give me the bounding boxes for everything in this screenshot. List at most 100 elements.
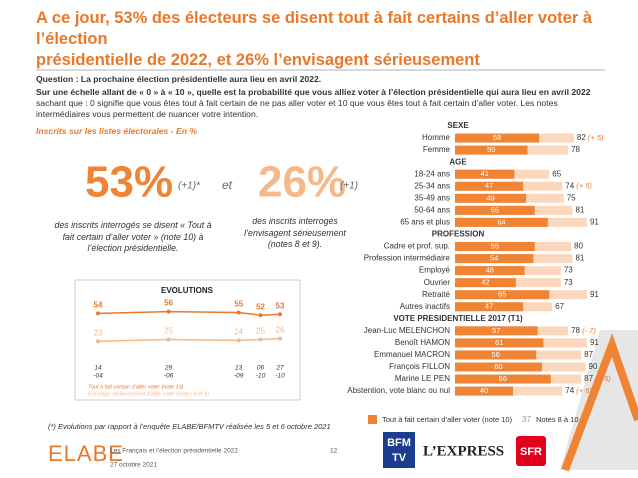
data-label: 47 xyxy=(485,181,493,190)
data-label: 24 xyxy=(234,328,243,337)
point xyxy=(166,337,171,342)
data-label: 53 xyxy=(276,301,285,310)
data-label: 54 xyxy=(94,301,103,310)
x-tick-label: -09 xyxy=(234,373,244,380)
point xyxy=(278,336,282,341)
data-label: 25 xyxy=(164,327,173,336)
data-label: 81 xyxy=(575,254,584,263)
bar xyxy=(455,386,513,396)
x-tick-label: 14 xyxy=(94,365,102,372)
legend-label: Tout à fait certain d’aller voter (note … xyxy=(88,384,184,390)
category-label: 50-64 ans xyxy=(414,205,450,214)
data-label: 54 xyxy=(490,254,498,263)
data-label: 50 xyxy=(487,145,495,154)
data-label: 74 xyxy=(565,386,574,395)
bar xyxy=(455,254,534,264)
data-label: 48 xyxy=(486,266,494,275)
bar xyxy=(455,350,537,360)
annotation: (+ 5) xyxy=(588,133,604,142)
annotation: (- 7) xyxy=(582,326,596,335)
data-label: 26 xyxy=(276,326,285,335)
x-tick-label: -06 xyxy=(164,373,174,380)
kpi-value: 53% xyxy=(85,158,173,207)
category-label: 65 ans et plus xyxy=(400,218,450,227)
data-label: 75 xyxy=(567,193,576,202)
legend-swatch xyxy=(368,415,377,424)
data-label: 58 xyxy=(493,133,501,142)
data-label: 56 xyxy=(491,350,499,359)
page-number: 12 xyxy=(330,448,338,455)
title-line: A ce jour, 53% des électeurs se disent t… xyxy=(36,9,593,48)
data-label: 52 xyxy=(256,302,265,311)
bar xyxy=(455,133,540,143)
x-tick-label: 29 xyxy=(164,365,173,372)
data-label: 23 xyxy=(94,328,103,337)
category-label: François FILLON xyxy=(389,362,450,371)
category-label: Ouvrier xyxy=(424,278,451,287)
category-label: 25-34 ans xyxy=(414,181,450,190)
data-label: 78 xyxy=(571,145,580,154)
point xyxy=(258,313,263,318)
point xyxy=(96,311,100,316)
logo-text: L’EXPRESS xyxy=(423,443,504,459)
category-label: Jean-Luc MELENCHON xyxy=(364,326,450,335)
point xyxy=(236,338,241,343)
point xyxy=(258,337,263,342)
question-text: La prochaine élection présidentielle aur… xyxy=(80,74,322,84)
data-label: 73 xyxy=(564,278,573,287)
point xyxy=(166,309,171,314)
bar xyxy=(455,278,516,288)
bar xyxy=(455,362,542,372)
kpi-description: des inscrits interrogés l’envisagent sér… xyxy=(244,216,346,249)
data-label: 74 xyxy=(565,181,574,190)
annotation: (+ 5) xyxy=(595,374,611,383)
kpi-value: 26% xyxy=(258,158,346,207)
data-label: 73 xyxy=(564,266,573,275)
question-detail: sachant que : 0 signifie que vous êtes t… xyxy=(36,98,558,119)
category-label: 18-24 ans xyxy=(414,169,450,178)
logo-text: TV xyxy=(392,452,407,464)
category-label: Profession intermédiaire xyxy=(364,254,451,263)
bar xyxy=(455,338,544,348)
point xyxy=(96,339,100,344)
data-label: 61 xyxy=(495,338,503,347)
data-label: 55 xyxy=(491,241,499,250)
bar xyxy=(455,374,551,384)
data-label: 65 xyxy=(552,169,561,178)
bar xyxy=(455,266,525,276)
category-label: Cadre et prof. sup. xyxy=(384,242,450,251)
data-label: 55 xyxy=(234,300,243,309)
x-tick-label: 27 xyxy=(275,365,284,372)
data-label: 40 xyxy=(480,386,488,395)
data-label: 91 xyxy=(590,338,599,347)
bar xyxy=(455,302,524,312)
data-label: 56 xyxy=(164,299,173,308)
data-label: 42 xyxy=(481,278,489,287)
group-label: VOTE PRESIDENTIELLE 2017 (T1) xyxy=(393,314,523,323)
category-label: Femme xyxy=(423,145,451,154)
bar xyxy=(455,181,524,191)
data-label: 60 xyxy=(494,362,502,371)
data-label: 78 xyxy=(571,326,580,335)
x-tick-label: 13 xyxy=(235,365,243,372)
category-label: Autres inactifs xyxy=(400,302,450,311)
group-label: AGE xyxy=(449,157,467,166)
bar xyxy=(455,193,527,203)
category-label: Employé xyxy=(419,266,451,275)
data-label: 90 xyxy=(589,362,598,371)
bar xyxy=(455,205,535,215)
bar xyxy=(455,145,528,155)
data-label: 55 xyxy=(491,205,499,214)
chart-title: EVOLUTIONS xyxy=(161,286,214,295)
kpi-joiner: et xyxy=(222,178,233,192)
decoration xyxy=(561,333,638,472)
data-label: 66 xyxy=(499,374,507,383)
point xyxy=(278,312,282,317)
data-label: 87 xyxy=(584,374,593,383)
legend-note: 37 xyxy=(522,415,531,424)
data-label: 64 xyxy=(497,217,505,226)
logo xyxy=(383,432,415,468)
data-label: 65 xyxy=(498,290,506,299)
title-line: présidentielle de 2022, et 26% l’envisag… xyxy=(36,51,480,69)
